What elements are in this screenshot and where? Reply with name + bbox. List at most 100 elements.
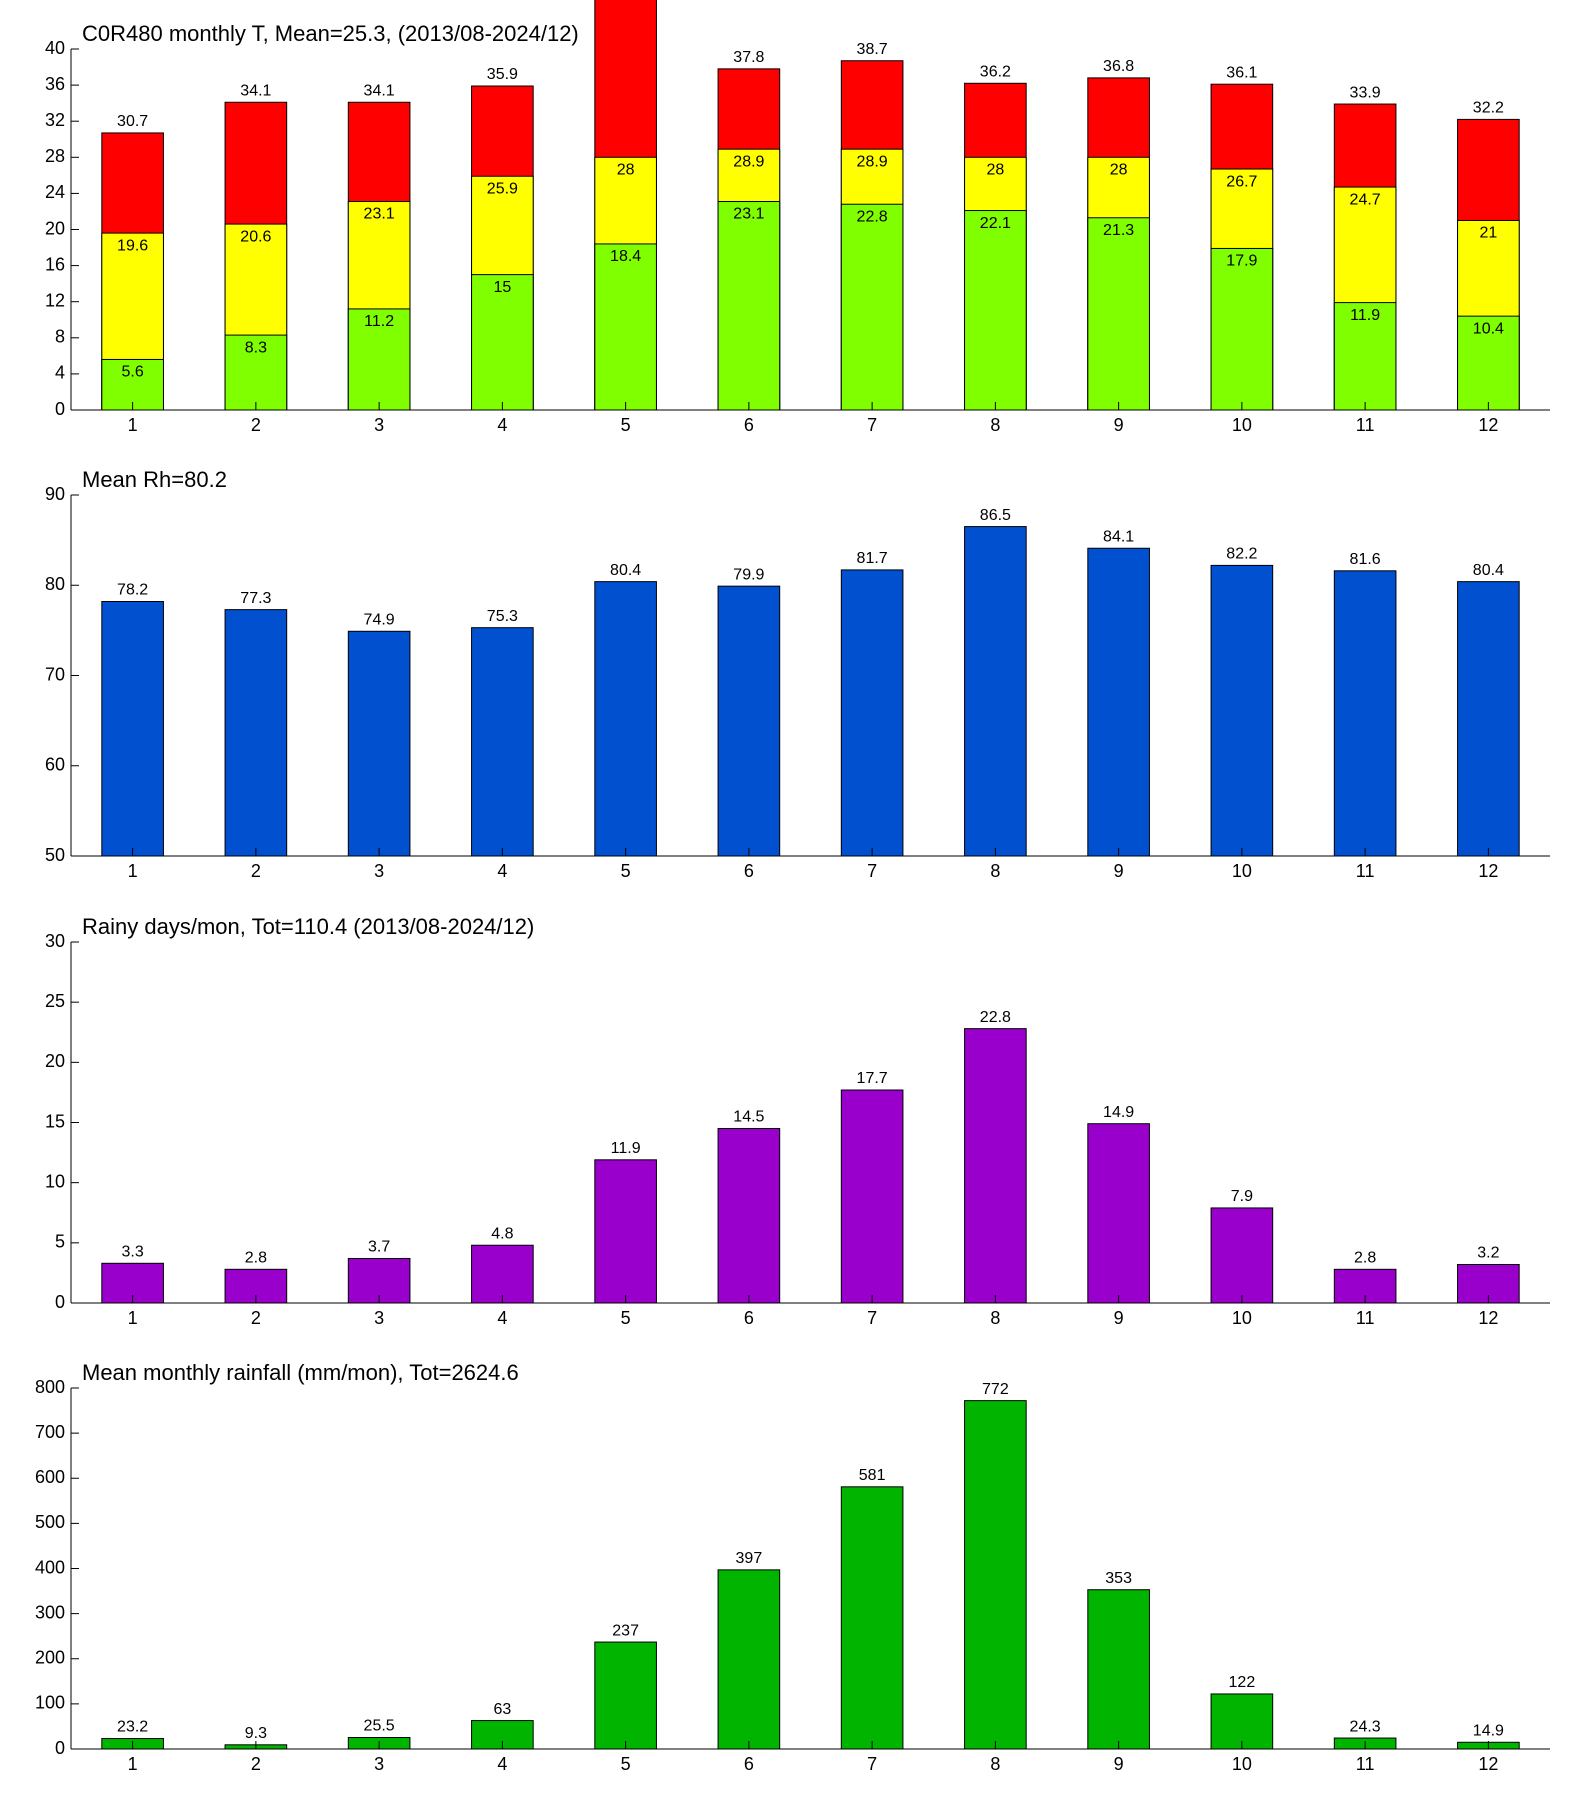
value-label: 17.9 [1226,253,1257,270]
value-label: 23.1 [364,206,395,223]
y-tick-label: 24 [45,182,65,202]
bar [101,600,164,857]
value-label: 581 [859,1467,886,1484]
y-tick-label: 700 [35,1422,65,1442]
x-tick-label: 4 [497,1754,507,1774]
value-label: 14.9 [1473,1722,1504,1739]
bar [1333,570,1397,857]
value-label: 28.9 [733,153,764,170]
x-tick-label: 7 [867,861,877,881]
value-label: 17.7 [857,1070,888,1087]
value-label: 10.4 [1473,320,1504,337]
y-tick-label: 8 [55,327,65,347]
x-tick-label: 10 [1232,1308,1252,1328]
bar [717,585,781,857]
value-label: 9.3 [245,1725,267,1742]
value-label: 28 [1110,162,1128,179]
value-label: 81.7 [857,550,888,567]
value-label: 36.1 [1226,64,1257,81]
value-label: 20.6 [240,228,271,245]
value-label: 14.5 [733,1109,764,1126]
y-tick-label: 16 [45,254,65,274]
bar [347,630,411,857]
value-label: 63 [493,1701,511,1718]
x-tick-label: 6 [744,861,754,881]
value-label: 15 [493,279,511,296]
value-label: 3.3 [122,1244,144,1261]
x-tick-label: 8 [990,415,1000,435]
bar [594,243,657,411]
value-label: 28 [617,162,635,179]
bar [964,526,1027,857]
y-tick-label: 300 [35,1602,65,1622]
value-label: 5.6 [122,364,144,381]
x-tick-label: 2 [251,861,261,881]
y-tick-label: 0 [55,1738,65,1758]
x-tick-label: 9 [1114,1754,1124,1774]
value-label: 34.1 [240,82,271,99]
value-label: 3.2 [1477,1245,1499,1262]
value-label: 74.9 [364,611,395,628]
x-tick-label: 7 [867,415,877,435]
value-label: 38.7 [857,41,888,58]
value-label: 11.2 [364,313,394,330]
bar [471,274,534,411]
y-tick-label: 200 [35,1648,65,1668]
x-tick-label: 11 [1356,861,1375,881]
value-label: 122 [1229,1674,1256,1691]
bar [964,1028,1027,1304]
x-tick-label: 12 [1478,415,1498,435]
value-label: 772 [982,1381,1009,1398]
bars: 23.2 9.3 25.5 63 237 397 581 772 353 122 24.3 14.9 [101,1381,1520,1750]
bar [1087,1589,1150,1750]
x-tick-label: 8 [990,1754,1000,1774]
x-tick-label: 4 [497,861,507,881]
y-tick-label: 500 [35,1512,65,1532]
value-label: 37.8 [733,49,764,66]
value-label: 33.9 [1350,84,1381,101]
chart-title: Rainy days/mon, Tot=110.4 (2013/08-2024/… [82,914,534,939]
value-label: 397 [736,1550,763,1567]
x-tick-label: 10 [1232,415,1252,435]
bar [840,203,904,411]
x-tick-label: 4 [497,415,507,435]
value-label: 36.8 [1103,58,1134,75]
chart-title: Mean monthly rainfall (mm/mon), Tot=2624… [82,1360,519,1385]
x-tick-label: 6 [744,1754,754,1774]
x-tick-label: 3 [374,415,384,435]
value-label: 18.4 [610,248,641,265]
bars: 30.7 19.6 5.6 34.1 20.6 8.3 34.1 23.1 11.2 35.9 25… [101,0,1520,411]
value-label: 30.7 [117,113,148,130]
value-label: 34.1 [364,82,395,99]
value-label: 2.8 [1354,1250,1376,1267]
x-tick-label: 11 [1356,415,1375,435]
bar [471,627,534,857]
value-label: 21 [1479,225,1497,242]
value-label: 23.1 [733,206,764,223]
bar [101,358,164,411]
chart-title: C0R480 monthly T, Mean=25.3, (2013/08-20… [82,21,579,46]
value-label: 11.9 [1350,307,1380,324]
x-tick-label: 1 [128,1754,138,1774]
x-tick-label: 1 [128,415,138,435]
y-tick-label: 40 [45,38,65,58]
value-label: 26.7 [1226,173,1257,190]
x-tick-label: 3 [374,1308,384,1328]
x-tick-label: 1 [128,1308,138,1328]
x-tick-label: 12 [1478,1754,1498,1774]
y-tick-label: 80 [45,574,65,594]
value-label: 35.9 [487,66,518,83]
x-tick-label: 3 [374,861,384,881]
y-tick-label: 25 [45,991,65,1011]
x-tick-label: 5 [621,861,631,881]
value-label: 25.5 [364,1718,395,1735]
x-tick-label: 10 [1232,861,1252,881]
bar [224,609,288,857]
bar [1087,547,1150,857]
bar [471,1244,534,1304]
value-label: 22.1 [980,215,1011,232]
y-tick-label: 70 [45,664,65,684]
value-label: 353 [1105,1570,1132,1587]
bar [1210,1207,1274,1304]
